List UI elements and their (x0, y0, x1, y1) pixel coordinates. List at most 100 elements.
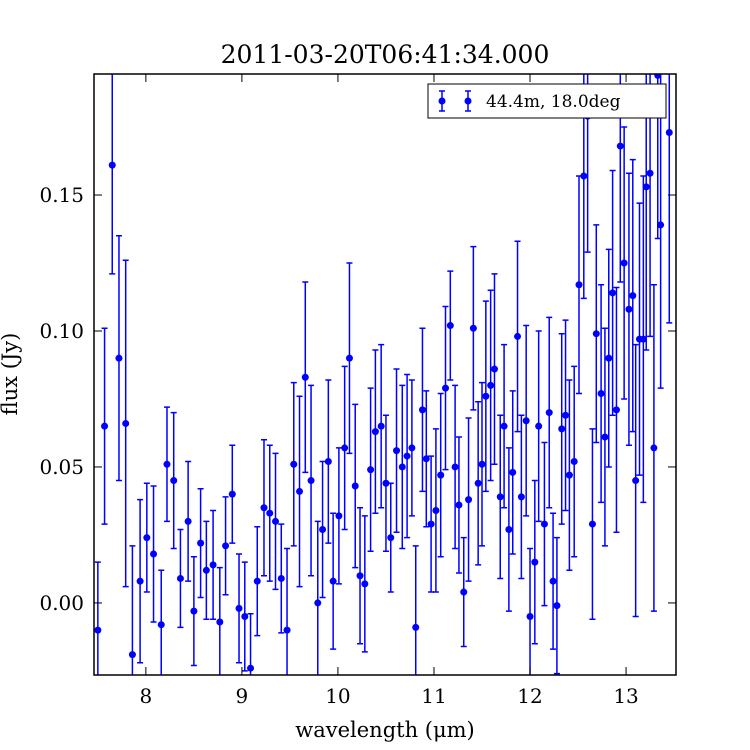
data-point (157, 621, 165, 629)
data-point (478, 460, 486, 468)
data-point (235, 604, 243, 612)
data-point (290, 460, 298, 468)
data-point (642, 183, 650, 191)
data-point (442, 384, 450, 392)
data-point (307, 477, 315, 485)
data-point (422, 455, 430, 463)
data-point (639, 335, 647, 343)
data-point (565, 471, 573, 479)
chart-title: 2011-03-20T06:41:34.000 (221, 40, 550, 69)
data-point (629, 292, 637, 300)
data-point (562, 411, 570, 419)
data-point (345, 354, 353, 362)
data-point (301, 373, 309, 381)
data-point (176, 574, 184, 582)
data-point (609, 289, 617, 297)
data-point (94, 626, 102, 634)
data-point (241, 613, 249, 621)
data-point (509, 468, 517, 476)
data-point (654, 74, 662, 79)
data-point (101, 422, 109, 430)
legend: 44.4m, 18.0deg (427, 83, 667, 119)
data-point (575, 281, 583, 289)
data-point (184, 517, 192, 525)
data-point (341, 444, 349, 452)
data-point (446, 322, 454, 330)
data-point (163, 460, 171, 468)
data-point (597, 390, 605, 398)
data-point (500, 422, 508, 430)
data-point (115, 354, 123, 362)
data-point (329, 577, 337, 585)
data-point (455, 501, 463, 509)
data-point (549, 577, 557, 585)
data-point (361, 580, 369, 588)
legend-marker (438, 97, 446, 105)
data-point (580, 172, 588, 180)
data-point (367, 466, 375, 474)
plot-frame (93, 73, 677, 676)
data-point (150, 550, 158, 558)
data-point (558, 425, 566, 433)
data-point (296, 487, 304, 495)
data-point (474, 479, 482, 487)
plot-area (94, 74, 673, 675)
data-point (314, 599, 322, 607)
data-point (535, 422, 543, 430)
data-point (427, 520, 435, 528)
data-point (283, 626, 291, 634)
data-point (170, 477, 178, 485)
data-point (190, 607, 198, 615)
data-point (216, 618, 224, 626)
data-point (403, 452, 411, 460)
data-point (657, 221, 665, 229)
data-point (526, 613, 534, 621)
x-tick-label: 12 (517, 684, 542, 708)
y-tick-label: 0.00 (39, 591, 84, 615)
data-point (335, 512, 343, 520)
data-point (540, 520, 548, 528)
data-point (247, 664, 255, 672)
data-point (324, 458, 332, 466)
data-point (612, 406, 620, 414)
data-point (412, 623, 420, 631)
y-tick-label: 0.15 (39, 183, 84, 207)
data-point (487, 381, 495, 389)
data-point (545, 409, 553, 417)
data-point (522, 417, 530, 425)
data-point (482, 392, 490, 400)
data-point (382, 479, 390, 487)
data-point (253, 577, 261, 585)
data-point (209, 561, 217, 569)
data-point (356, 572, 364, 580)
data-point (514, 332, 522, 340)
data-point (418, 406, 426, 414)
data-point (496, 493, 504, 501)
data-point (646, 169, 654, 177)
data-point (605, 354, 613, 362)
y-axis-label: flux (Jy) (0, 333, 22, 416)
data-point (351, 482, 359, 490)
y-tick-label: 0.05 (39, 455, 84, 479)
data-point (260, 504, 268, 512)
data-point (465, 496, 473, 504)
data-point (377, 422, 385, 430)
data-point (387, 534, 395, 542)
data-point (408, 444, 416, 452)
data-point (143, 534, 151, 542)
data-point (588, 520, 596, 528)
data-point (553, 602, 561, 610)
data-point (665, 128, 673, 136)
x-tick-label: 9 (236, 684, 249, 708)
data-point (650, 444, 658, 452)
data-point (266, 509, 274, 517)
data-point (437, 471, 445, 479)
data-point (272, 517, 280, 525)
data-point (490, 365, 498, 373)
data-point (393, 447, 401, 455)
data-point (616, 142, 624, 150)
data-point (517, 493, 525, 501)
data-point (620, 259, 628, 267)
x-tick-label: 13 (613, 684, 638, 708)
